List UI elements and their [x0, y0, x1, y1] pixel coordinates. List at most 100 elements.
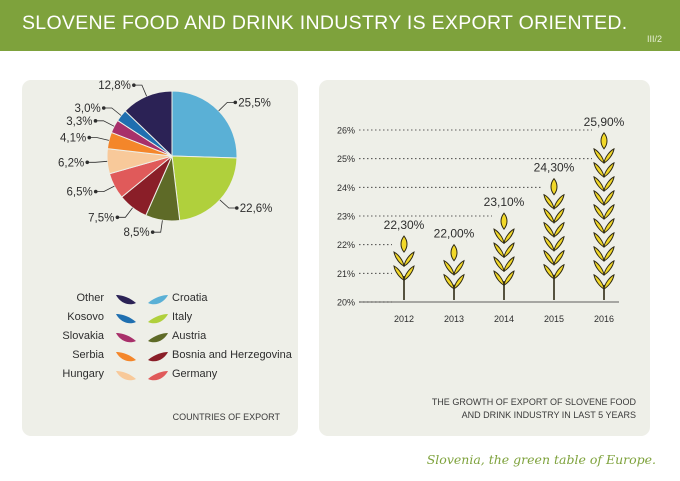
wheat-grain-left [543, 263, 555, 280]
pie-label-croatia: 25,5% [238, 97, 271, 109]
wheat-grain-right [603, 231, 615, 248]
pie-label-italy: 22,6% [240, 203, 273, 215]
tagline: Slovenia, the green table of Europe. [426, 452, 656, 467]
pie-label-other: 12,8% [98, 80, 131, 92]
y-tick-20: 20% [337, 298, 355, 308]
legend-label-austria: Austria [172, 330, 207, 342]
wheat-grain-right [603, 147, 615, 164]
wheat-grain-left [593, 147, 605, 164]
legend-label-germany: Germany [172, 368, 218, 380]
x-tick-2013: 2013 [444, 314, 464, 324]
wheat-tip [550, 177, 558, 196]
pie-label-bosnia-and-herzegovina: 7,5% [88, 212, 114, 224]
wheat-grain-left [493, 228, 505, 245]
wheat-grain-left [593, 161, 605, 178]
growth-caption: THE GROWTH OF EXPORT OF SLOVENE FOOD AND… [376, 396, 636, 422]
wheat-grain-left [543, 221, 555, 238]
legend-label-serbia: Serbia [72, 349, 105, 361]
wheat-grain-left [593, 259, 605, 276]
legend-leaf-other [116, 295, 136, 305]
wheat-grain-right [603, 259, 615, 276]
wheat-grain-right [453, 259, 465, 276]
wheat-grain-right [603, 161, 615, 178]
wheat-grain-left [593, 203, 605, 220]
growth-caption-line-1: THE GROWTH OF EXPORT OF SLOVENE FOOD [431, 397, 636, 407]
pie-leader-serbia [89, 137, 109, 141]
legend-label-hungary: Hungary [62, 368, 104, 380]
wheat-grain-right [553, 263, 565, 280]
wheat-grain-left [543, 249, 555, 266]
legend-label-slovakia: Slovakia [62, 330, 104, 342]
pie-leader-hungary [87, 160, 108, 163]
wheat-grain-right [553, 221, 565, 238]
wheat-tip [450, 243, 458, 262]
pie-leader-dot-bosnia-and-herzegovina [115, 215, 120, 220]
pie-leader-italy [219, 199, 237, 209]
export-countries-panel: 25,5% 22,6% 8,5% 7,5% 6,5% 6,2% 4,1% 3,3% 3,0% 12… [22, 80, 298, 436]
wheat-stalk-2014 [493, 212, 515, 300]
legend-label-italy: Italy [172, 311, 193, 323]
export-growth-panel: 20% 21% 22% 23% 24% 25% 26% 22,30% 2012 22,00% 201… [319, 80, 650, 436]
wheat-grain-left [593, 245, 605, 262]
wheat-grain-right [603, 175, 615, 192]
pie-label-germany: 6,5% [67, 187, 93, 199]
legend-leaf-germany [148, 371, 168, 381]
wheat-grain-left [443, 259, 455, 276]
value-label-2012: 22,30% [384, 218, 425, 232]
wheat-grain-left [543, 235, 555, 252]
wheat-grain-left [493, 242, 505, 259]
legend-leaf-austria [148, 333, 168, 343]
wheat-grain-left [593, 175, 605, 192]
pie-label-austria: 8,5% [123, 227, 149, 239]
legend-label-other: Other [76, 292, 104, 304]
pie-leader-dot-kosovo [101, 106, 106, 110]
legend-label-croatia: Croatia [172, 292, 208, 304]
pie-leader-kosovo [103, 107, 122, 116]
pie-leader-croatia [218, 101, 236, 112]
wheat-tip [500, 212, 508, 230]
wheat-stalk-2013 [443, 243, 465, 300]
wheat-stalk-2012 [393, 235, 415, 300]
wheat-grain-right [603, 273, 615, 290]
wheat-grain-right [553, 249, 565, 266]
pie-leader-bosnia-and-herzegovina [117, 207, 133, 218]
x-tick-2014: 2014 [494, 314, 514, 324]
wheat-grain-left [543, 193, 555, 210]
pie-leader-dot-other [132, 83, 136, 87]
wheat-grain-left [593, 231, 605, 248]
y-tick-24: 24% [337, 183, 355, 193]
legend-label-kosovo: Kosovo [67, 311, 104, 323]
pie-slice-italy [171, 155, 238, 222]
legend-leaf-hungary [116, 371, 136, 381]
pie-caption: COUNTRIES OF EXPORT [172, 412, 280, 422]
value-label-2014: 23,10% [484, 195, 525, 209]
wheat-grain-left [443, 273, 455, 290]
legend-leaf-bosnia-and-herzegovina [148, 352, 168, 362]
pie-label-hungary: 6,2% [58, 157, 84, 169]
wheat-grain-right [603, 245, 615, 262]
page-number: III/2 [646, 34, 662, 44]
pie-leader-slovakia [95, 120, 115, 127]
wheat-grain-right [603, 217, 615, 234]
wheat-grain-left [593, 273, 605, 290]
export-growth-chart: 20% 21% 22% 23% 24% 25% 26% 22,30% 2012 22,00% 201… [337, 115, 625, 324]
wheat-grain-right [503, 256, 515, 273]
y-tick-23: 23% [337, 212, 355, 222]
pie-leader-dot-germany [93, 189, 98, 194]
export-countries-pie-chart: 25,5% 22,6% 8,5% 7,5% 6,5% 6,2% 4,1% 3,3%3,0% 12… [58, 80, 293, 381]
page-title: SLOVENE FOOD AND DRINK INDUSTRY IS EXPOR… [22, 12, 628, 34]
value-label-2015: 24,30% [534, 161, 575, 175]
y-tick-25: 25% [337, 154, 355, 164]
pie-leader-dot-austria [150, 230, 155, 234]
wheat-grain-left [493, 256, 505, 273]
wheat-tip [400, 235, 408, 253]
wheat-grain-right [553, 235, 565, 252]
legend-label-bosnia-and-herzegovina: Bosnia and Herzegovina [172, 349, 293, 361]
wheat-grain-left [393, 251, 405, 267]
wheat-grain-left [543, 207, 555, 224]
wheat-stalk-2016 [593, 132, 615, 300]
wheat-grain-right [403, 265, 415, 281]
legend-leaf-kosovo [116, 314, 136, 324]
wheat-grain-right [503, 242, 515, 259]
wheat-grain-right [403, 251, 415, 267]
